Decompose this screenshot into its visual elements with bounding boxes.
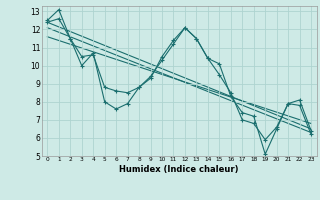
X-axis label: Humidex (Indice chaleur): Humidex (Indice chaleur) bbox=[119, 165, 239, 174]
